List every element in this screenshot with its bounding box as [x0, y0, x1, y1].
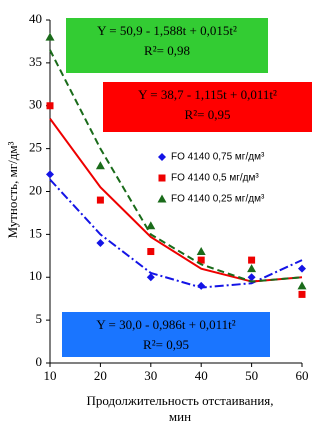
point	[96, 196, 104, 204]
point	[247, 273, 256, 282]
equation-text: Y = 38,7 - 1,115t + 0,011t²	[138, 87, 277, 102]
legend-marker	[157, 194, 167, 203]
equation-text: Y = 50,9 - 1,588t + 0,015t²	[97, 23, 237, 38]
x-tick-label: 50	[245, 368, 258, 383]
point	[196, 247, 206, 256]
point	[46, 170, 54, 179]
legend-label: FO 4140 0,75 мг/дм³	[171, 152, 265, 163]
x-tick-label: 60	[296, 368, 309, 383]
y-tick-label: 25	[29, 140, 42, 155]
point	[297, 281, 307, 290]
y-tick-label: 5	[36, 311, 43, 326]
point	[197, 281, 206, 290]
point	[45, 32, 55, 41]
x-axis-label: Продолжительность отстаивания,	[86, 393, 273, 408]
legend-label: FO 4140 0,25 мг/дм³	[171, 194, 265, 205]
point	[147, 248, 155, 256]
point	[247, 264, 257, 273]
legend-marker	[158, 174, 166, 182]
legend-marker	[158, 153, 166, 161]
y-tick-label: 0	[36, 354, 43, 369]
equation-box	[103, 82, 312, 132]
point	[298, 290, 306, 298]
equation-text: R²= 0,95	[185, 107, 231, 122]
point	[146, 221, 156, 230]
legend-label: FO 4140 0,5 мг/дм³	[171, 173, 259, 184]
point	[146, 273, 155, 282]
equation-box	[62, 312, 270, 357]
x-tick-label: 20	[94, 368, 107, 383]
point	[46, 102, 54, 110]
point	[197, 256, 205, 264]
point	[96, 238, 105, 247]
y-tick-label: 10	[29, 268, 42, 283]
equation-text: Y = 30,0 - 0,986t + 0,011t²	[96, 317, 235, 332]
y-tick-label: 20	[29, 182, 42, 197]
point	[95, 161, 105, 170]
equation-text: R²= 0,95	[143, 337, 189, 352]
equation-box	[66, 18, 268, 73]
x-tick-label: 30	[144, 368, 157, 383]
point	[298, 264, 306, 273]
y-axis-label: Мутность, мг/дм³	[5, 141, 20, 238]
equation-text: R²= 0,98	[144, 43, 190, 58]
y-tick-label: 35	[29, 54, 42, 69]
point	[248, 256, 256, 264]
legend	[154, 148, 306, 210]
trend-line	[49, 49, 303, 283]
trend-line	[49, 178, 303, 289]
x-axis-label: мин	[169, 409, 191, 424]
y-tick-label: 15	[29, 225, 42, 240]
x-tick-label: 10	[44, 368, 57, 383]
x-tick-label: 40	[195, 368, 208, 383]
y-tick-label: 40	[29, 11, 42, 26]
y-tick-label: 30	[29, 97, 42, 112]
